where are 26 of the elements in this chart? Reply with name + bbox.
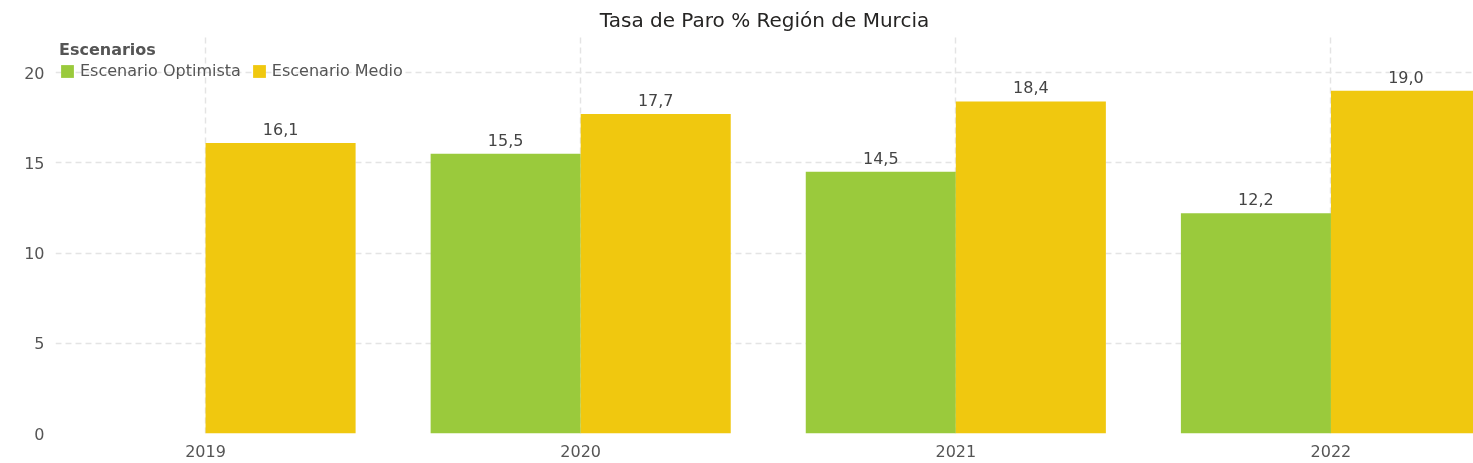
bar — [805, 171, 956, 434]
legend-title: Escenarios — [59, 40, 157, 59]
data-label: 16,1 — [262, 119, 299, 139]
bar — [955, 101, 1106, 434]
data-label: 15,5 — [487, 130, 524, 150]
bar — [580, 114, 731, 434]
y-tick-label: 5 — [34, 334, 45, 354]
bar — [430, 153, 581, 434]
bar — [1180, 213, 1331, 434]
x-tick-label: 2020 — [560, 441, 602, 461]
y-tick-label: 0 — [34, 424, 45, 444]
data-label: 19,0 — [1388, 67, 1424, 87]
data-label: 17,7 — [637, 91, 674, 111]
y-tick-label: 20 — [24, 63, 45, 83]
data-label: 12,2 — [1238, 190, 1274, 210]
legend-label: Escenario Medio — [271, 61, 403, 80]
x-tick-label: 2022 — [1310, 441, 1352, 461]
data-label: 18,4 — [1013, 78, 1049, 98]
chart-title: Tasa de Paro % Región de Murcia — [598, 7, 930, 32]
data-label: 14,5 — [862, 148, 899, 168]
x-tick-label: 2019 — [185, 441, 226, 461]
y-tick-label: 10 — [24, 244, 45, 264]
legend-label: Escenario Optimista — [80, 61, 241, 80]
x-tick-label: 2021 — [935, 441, 977, 461]
bar — [205, 142, 356, 434]
y-tick-label: 15 — [24, 153, 45, 173]
